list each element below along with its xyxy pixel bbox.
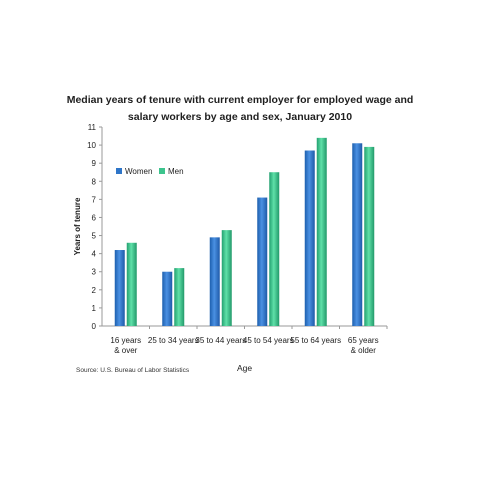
y-tick-label: 2 <box>92 286 97 295</box>
bar-men <box>364 146 375 326</box>
y-tick-label: 8 <box>92 177 97 186</box>
bar-women <box>257 197 268 326</box>
bar-women <box>304 150 315 326</box>
y-tick-label: 4 <box>92 250 97 259</box>
bar-women <box>114 250 125 326</box>
y-tick-label: 9 <box>92 159 97 168</box>
y-tick-label: 0 <box>92 322 97 331</box>
legend-label-men: Men <box>168 167 184 176</box>
source-note: Source: U.S. Bureau of Labor Statistics <box>76 367 190 374</box>
y-tick-label: 1 <box>92 304 97 313</box>
x-category-label-line: & over <box>114 346 137 355</box>
x-category-label-line: 55 to 64 years <box>290 336 341 345</box>
chart-title: Median years of tenure with current empl… <box>66 94 414 123</box>
legend-label-women: Women <box>125 167 152 176</box>
y-tick-label: 5 <box>92 232 97 241</box>
y-tick-label: 10 <box>87 141 96 150</box>
legend-swatch-women <box>116 168 122 174</box>
x-category-label: 16 years & over <box>110 336 141 355</box>
y-tick-label: 7 <box>92 195 97 204</box>
x-category-label-line: 25 to 34 years <box>148 336 199 345</box>
legend-swatch-men <box>159 168 165 174</box>
bar-men <box>126 242 137 326</box>
bar-men <box>174 268 185 326</box>
x-category-label: 45 to 54 years <box>243 336 294 345</box>
y-axis-title: Years of tenure <box>73 197 82 255</box>
y-tick-label: 6 <box>92 213 97 222</box>
x-category-label: 35 to 44 years <box>195 336 246 345</box>
bar-men <box>221 230 232 326</box>
bar-men <box>269 172 280 326</box>
y-tick-label: 11 <box>88 123 97 132</box>
bar-women <box>352 143 363 326</box>
x-category-label-line: 16 years <box>110 336 141 345</box>
x-category-label: 65 years & older <box>348 336 379 355</box>
x-category-label-line: 35 to 44 years <box>195 336 246 345</box>
x-axis-title: Age <box>237 363 252 373</box>
bar-women <box>162 271 173 326</box>
bar-men <box>316 137 327 326</box>
x-category-label-line: & older <box>351 346 377 355</box>
plot-area: 0 1 2 3 4 5 6 7 8 9 10 11 16 years & over 25 to 34 yea… <box>73 123 388 374</box>
x-category-label: 55 to 64 years <box>290 336 341 345</box>
bar-women <box>209 237 220 326</box>
y-tick-label: 3 <box>92 268 97 277</box>
x-category-label: 25 to 34 years <box>148 336 199 345</box>
x-category-label-line: 65 years <box>348 336 379 345</box>
x-category-label-line: 45 to 54 years <box>243 336 294 345</box>
